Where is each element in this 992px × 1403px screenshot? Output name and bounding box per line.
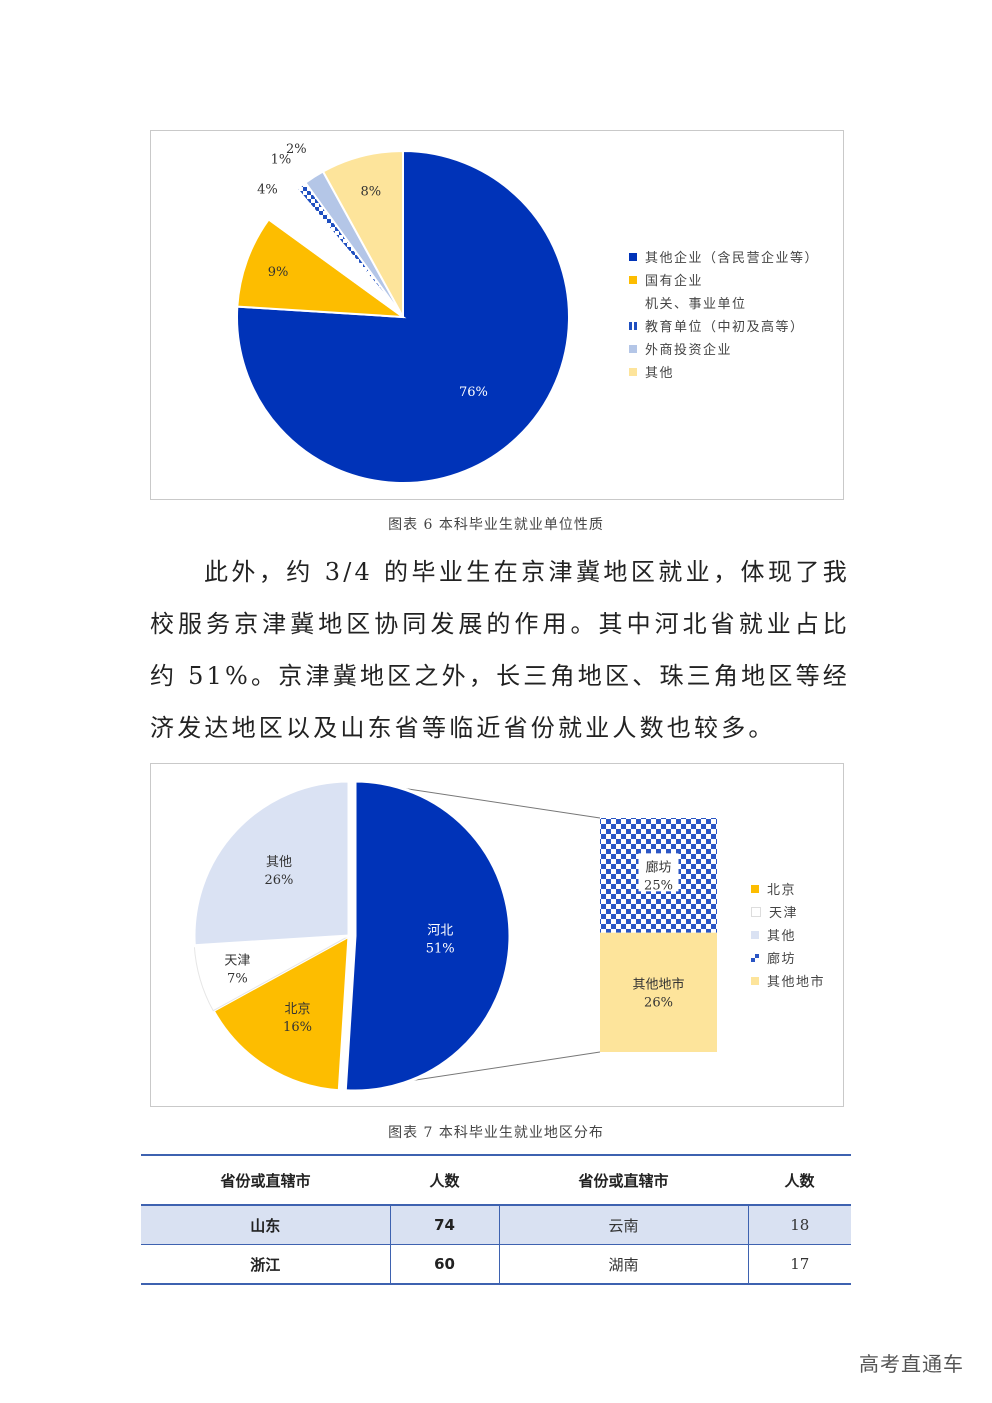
legend-swatch bbox=[629, 344, 637, 353]
data-label: 26% bbox=[264, 873, 293, 888]
pie-slice bbox=[211, 933, 351, 1093]
cell: 17 bbox=[747, 1244, 851, 1285]
col-header: 省份或直辖市 bbox=[141, 1154, 390, 1206]
pie-slice bbox=[236, 149, 570, 484]
cell: 浙江 bbox=[141, 1244, 391, 1285]
bar-of-pie-chart-region: 河北 51% 北京 16% 天津 7% 其他 26% 廊坊 25% 其他地市 26% bbox=[192, 779, 717, 1093]
data-label: 26% bbox=[644, 995, 673, 1010]
pie-slice bbox=[192, 779, 351, 948]
pie-slice bbox=[236, 218, 407, 319]
legend-label: 外商投资企业 bbox=[645, 343, 733, 358]
legend-item: 其他地市 bbox=[751, 969, 825, 992]
cell: 山东 bbox=[141, 1204, 391, 1245]
legend-label: 其他企业（含民营企业等） bbox=[645, 251, 820, 266]
data-label: 76% bbox=[459, 385, 488, 400]
col-header: 省份或直辖市 bbox=[499, 1154, 748, 1206]
province-table: 省份或直辖市 人数 省份或直辖市 人数 山东 74 云南 18 浙江 60 湖南… bbox=[141, 1154, 851, 1285]
legend-item: 廊坊 bbox=[751, 946, 825, 969]
category-label: 廊坊 bbox=[645, 859, 671, 875]
legend-label: 其他 bbox=[645, 366, 675, 381]
table-row: 山东 74 云南 18 bbox=[141, 1204, 851, 1245]
body-paragraph: 此外，约 3/4 的毕业生在京津冀地区就业，体现了我校服务京津冀地区协同发展的作… bbox=[150, 558, 850, 742]
pie-slice bbox=[321, 149, 404, 318]
label-background bbox=[638, 853, 679, 892]
legend-label: 其他地市 bbox=[767, 975, 826, 990]
legend-swatch bbox=[751, 906, 761, 917]
cell: 云南 bbox=[498, 1204, 749, 1245]
chart-employer-type: 76% 9% 4% 1% 2% 8% 其他企业（含民营企业等） 国有企业机关、事业单位教育单… bbox=[150, 130, 844, 500]
data-label: 9% bbox=[268, 265, 289, 280]
figure-7-caption: 图表 7 本科毕业生就业地区分布 bbox=[388, 1125, 604, 1141]
legend-swatch bbox=[629, 321, 637, 330]
data-label: 7% bbox=[227, 971, 248, 986]
legend-item: 北京 bbox=[751, 877, 825, 900]
category-label: 北京 bbox=[284, 1002, 310, 1017]
data-label: 1% bbox=[271, 153, 292, 168]
data-label: 51% bbox=[426, 942, 455, 957]
legend-label: 北京 bbox=[767, 883, 797, 898]
data-label: 4% bbox=[257, 183, 278, 198]
legend-swatch bbox=[629, 252, 637, 261]
legend-item: 教育单位（中初及高等） bbox=[629, 314, 819, 337]
data-label: 25% bbox=[644, 878, 673, 893]
legend-item: 机关、事业单位 bbox=[629, 291, 819, 314]
legend-label: 廊坊 bbox=[767, 952, 797, 967]
chart-employment-region: 河北 51% 北京 16% 天津 7% 其他 26% 廊坊 25% 其他地市 26% 北京 天津 其他 廊坊… bbox=[150, 763, 844, 1107]
legend-item: 天津 bbox=[751, 900, 825, 923]
legend-swatch bbox=[751, 953, 759, 962]
legend-label: 国有企业 bbox=[645, 274, 704, 289]
category-label: 河北 bbox=[427, 924, 453, 939]
legend-swatch bbox=[629, 367, 637, 376]
cell: 湖南 bbox=[498, 1244, 749, 1285]
cell: 74 bbox=[389, 1204, 500, 1245]
category-label: 其他地市 bbox=[632, 976, 684, 992]
legend-label: 天津 bbox=[769, 906, 799, 921]
legend-item: 外商投资企业 bbox=[629, 337, 819, 360]
cell: 18 bbox=[747, 1204, 851, 1245]
table-row: 浙江 60 湖南 17 bbox=[141, 1244, 851, 1285]
col-header: 人数 bbox=[748, 1154, 851, 1206]
legend-item: 其他企业（含民营企业等） bbox=[629, 245, 819, 268]
data-label: 8% bbox=[360, 185, 381, 200]
bar-segment bbox=[600, 932, 717, 1052]
legend-swatch bbox=[629, 298, 637, 307]
legend-item: 国有企业 bbox=[629, 268, 819, 291]
data-label: 16% bbox=[283, 1020, 312, 1035]
legend-region: 北京天津其他廊坊其他地市 bbox=[751, 877, 825, 992]
legend-label: 机关、事业单位 bbox=[645, 297, 747, 312]
legend-label: 教育单位（中初及高等） bbox=[645, 320, 805, 335]
legend-item: 其他 bbox=[751, 923, 825, 946]
legend-swatch bbox=[629, 275, 637, 284]
pie-slice bbox=[343, 779, 512, 1093]
col-header: 人数 bbox=[390, 1154, 499, 1206]
legend-swatch bbox=[751, 976, 759, 985]
legend-label: 其他 bbox=[767, 929, 797, 944]
pie-chart-employer-type: 76% 9% 4% 1%2% 8% bbox=[236, 142, 570, 484]
data-label: 2% bbox=[286, 142, 307, 157]
category-label: 天津 bbox=[224, 953, 250, 968]
figure-6-caption: 图表 6 本科毕业生就业单位性质 bbox=[388, 517, 604, 533]
legend-swatch bbox=[751, 884, 759, 893]
legend-employer-type: 其他企业（含民营企业等） 国有企业机关、事业单位教育单位（中初及高等） 外商投资企业… bbox=[629, 245, 819, 383]
legend-item: 其他 bbox=[629, 360, 819, 383]
legend-swatch bbox=[751, 930, 759, 939]
watermark: 高考直通车 bbox=[859, 1352, 964, 1376]
cell: 60 bbox=[389, 1244, 500, 1285]
category-label: 其他 bbox=[266, 855, 292, 870]
